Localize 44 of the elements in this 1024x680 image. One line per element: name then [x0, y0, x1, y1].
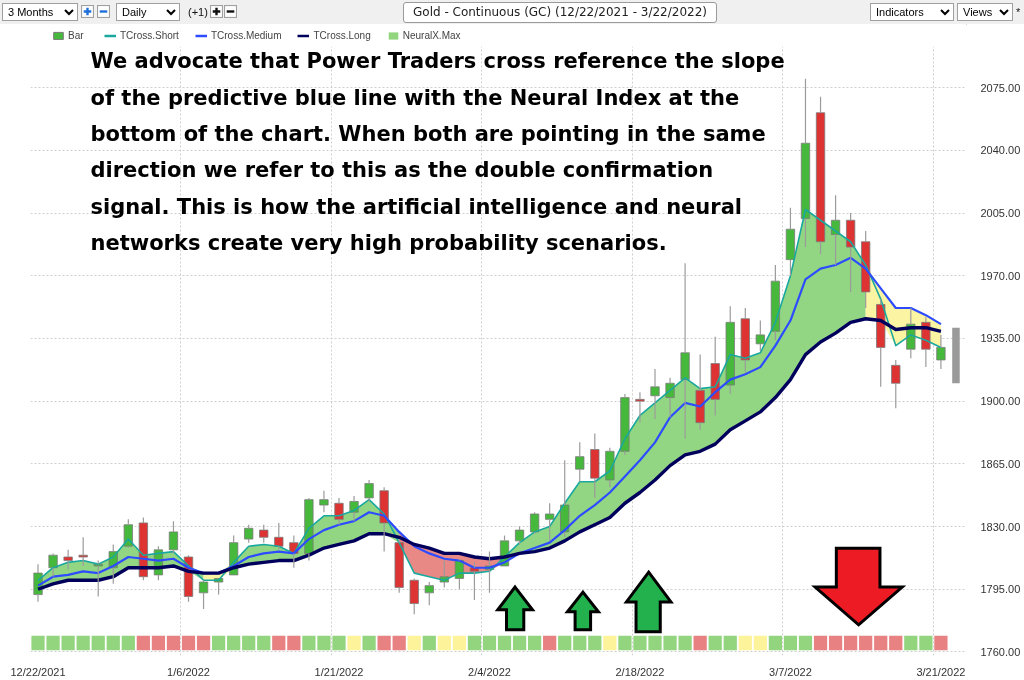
text: Daily: [116, 3, 180, 21]
candlestick: [605, 447, 615, 488]
legend-label: TCross.Short: [120, 30, 179, 41]
x-tick-label: 3/21/2022: [916, 665, 966, 678]
candlestick: [319, 490, 329, 513]
y-tick-label: 2005.00: [980, 207, 1021, 220]
candlestick: [680, 262, 690, 440]
chart-title: Gold - Continuous (GC) (12/22/2021 - 3/22/2022): [402, 2, 718, 24]
candlestick: [936, 334, 946, 370]
legend-label: TCross.Medium: [210, 30, 282, 41]
text: Views: [957, 3, 1013, 21]
candlestick: [635, 391, 645, 424]
x-tick-label: 3/7/2022: [769, 665, 812, 678]
y-tick-label: 1970.00: [980, 269, 1021, 282]
candlestick: [695, 353, 705, 431]
y-tick-label: 1795.00: [980, 583, 1021, 596]
candlestick: [63, 549, 73, 571]
text: Indicators: [870, 3, 954, 21]
y-tick-label: 2075.00: [980, 81, 1021, 94]
candlestick: [800, 78, 811, 248]
candlestick: [650, 368, 660, 420]
candlestick: [364, 479, 374, 503]
candlestick: [48, 552, 58, 578]
y-tick-label: 2040.00: [980, 144, 1021, 157]
candlestick: [620, 393, 630, 456]
candlestick: [394, 538, 404, 594]
y-tick-label: 1900.00: [980, 395, 1021, 408]
legend-label: NeuralX.Max: [402, 30, 461, 41]
x-tick-label: 1/21/2022: [314, 665, 364, 678]
legend-label: Bar: [68, 30, 85, 41]
candlestick: [530, 511, 540, 535]
annotation: We advocate that Power Traders cross reference the slope of the predictive blue line with the Neural Index at the bottom of the chart. When both are pointing in the same direction we refer to this as the double confirmation signal. This is how the artificial intelligence and neural networks create very high probability scenarios.: [90, 49, 785, 256]
text: *: [1016, 5, 1021, 20]
x-tick-label: 2/4/2022: [468, 665, 511, 678]
x-tick-label: 12/22/2021: [10, 665, 66, 678]
y-tick-label: 1865.00: [980, 457, 1021, 470]
y-tick-label: 1830.00: [980, 520, 1021, 533]
x-tick-label: 2/18/2022: [615, 665, 665, 678]
x-tick-label: 1/6/2022: [167, 665, 210, 678]
text: 3 Months: [2, 3, 78, 21]
text: (+1): [188, 5, 208, 20]
legend-label: TCross.Long: [313, 30, 371, 41]
y-tick-label: 1935.00: [980, 332, 1021, 345]
y-tick-label: 1760.00: [980, 645, 1021, 658]
